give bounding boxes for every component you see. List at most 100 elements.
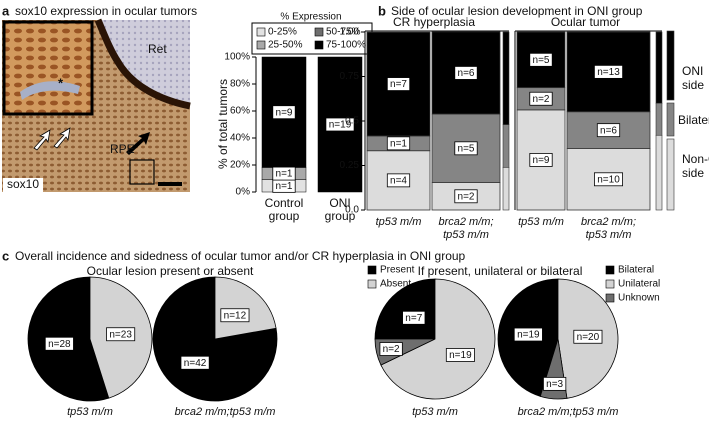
legend-label: 75-100% <box>326 40 366 51</box>
segment-label: n=28 <box>48 339 71 350</box>
legend-label: 0-25% <box>268 27 297 38</box>
segment-label: n=19 <box>449 350 472 361</box>
side-bracket <box>666 102 675 137</box>
legend-swatch <box>605 279 615 289</box>
segment-label: n=2 <box>383 344 400 355</box>
x-tick-label: brca2 m/m; <box>581 216 636 228</box>
y-tick-label: 60% <box>230 106 250 117</box>
side-bracket <box>666 138 675 211</box>
margin-segment <box>655 102 663 136</box>
legend-swatch <box>367 279 377 289</box>
label-box <box>445 348 475 362</box>
legend-swatch <box>367 265 377 275</box>
legend-label: 25-50% <box>268 40 303 51</box>
label-box <box>573 329 603 344</box>
image-label: * <box>58 75 64 90</box>
label-box <box>454 66 478 80</box>
side-legend-label: Non-ONI <box>682 152 709 166</box>
legend-swatch <box>605 293 615 303</box>
side-bracket <box>666 30 675 101</box>
segment-label: n=1 <box>276 169 293 180</box>
x-tick-label: brca2 m/m; <box>438 216 493 228</box>
side-legend-label: side <box>682 78 704 92</box>
legend-label: Unknown <box>618 293 660 304</box>
label-box <box>386 173 411 188</box>
panel-title: Overall incidence and sidedness of ocula… <box>15 249 466 263</box>
pie-slice <box>380 278 496 400</box>
label-box <box>386 77 411 91</box>
segment-label: n=20 <box>577 332 600 343</box>
legend-swatch <box>605 265 615 275</box>
segment-label: n=4 <box>390 176 407 187</box>
segment-label: n=9 <box>276 107 293 118</box>
segment-label: n=12 <box>224 310 247 321</box>
margin-segment <box>502 31 510 125</box>
legend-label: Absent <box>380 279 411 290</box>
side-legend-label: ONI <box>682 64 703 78</box>
label-box <box>402 310 426 325</box>
label-box <box>594 172 624 187</box>
legend-label: Bilateral <box>618 265 654 276</box>
margin-segment <box>655 31 663 104</box>
segment-label: n=19 <box>329 120 352 131</box>
panel-letter: a <box>2 3 10 18</box>
pie-slice <box>214 276 277 340</box>
image-label: RPE <box>110 142 135 156</box>
label-box <box>529 52 553 67</box>
label-box <box>106 327 136 342</box>
label-box <box>529 153 553 167</box>
subplot-title: If present, unilateral or bilateral <box>418 264 583 278</box>
segment-label: n=3 <box>546 379 563 390</box>
legend-title: % Expression <box>280 12 341 23</box>
mosaic-segment <box>516 31 566 89</box>
segment-label: n=7 <box>405 313 422 324</box>
segment-label: n=19 <box>517 330 540 341</box>
y-tick-label: 100% <box>224 52 250 63</box>
label-box <box>180 355 210 370</box>
label-box <box>272 105 296 120</box>
panel-title: Side of ocular lesion development in ONI… <box>391 4 643 18</box>
label-box <box>44 336 74 351</box>
x-tick-label: tp53 m/m <box>376 216 422 228</box>
margin-segment <box>502 124 510 168</box>
micrograph <box>2 18 191 192</box>
panel-letter: b <box>378 3 386 18</box>
label-box <box>325 117 355 132</box>
segment-label: n=5 <box>458 143 475 154</box>
x-tick-label: group <box>269 209 300 223</box>
subplot-title: CR hyperplasia <box>393 15 475 29</box>
image-label: sox10 <box>7 177 39 191</box>
segment-label: n=6 <box>600 125 617 136</box>
side-legend-label: side <box>682 166 704 180</box>
label-box <box>454 189 478 204</box>
pie-label: tp53 m/m <box>67 406 113 418</box>
segment-label: n=2 <box>533 94 550 105</box>
panel-letter: c <box>2 248 9 263</box>
y-tick-label: 0.0 <box>345 205 359 216</box>
label-box <box>596 123 621 138</box>
pie-label: brca2 m/m;tp53 m/m <box>518 406 619 418</box>
y-tick-label: 40% <box>230 133 250 144</box>
y-tick-label: 0.5 <box>345 116 359 127</box>
label-box <box>379 342 403 356</box>
label-box <box>594 64 624 79</box>
segment-label: n=1 <box>390 138 407 149</box>
margin-segment <box>655 134 663 211</box>
subplot-title: Ocular lesion present or absent <box>87 264 254 278</box>
label-box <box>454 141 478 156</box>
y-tick-label: 0% <box>236 187 251 198</box>
y-tick-label: 1.00 <box>340 27 360 38</box>
label-box <box>543 376 567 391</box>
legend-swatch <box>256 27 266 37</box>
segment-label: n=7 <box>390 79 407 90</box>
y-tick-label: 0.25 <box>340 160 360 171</box>
x-tick-label: Control <box>265 196 304 210</box>
x-tick-label: group <box>325 209 356 223</box>
y-tick-label: 20% <box>230 160 250 171</box>
segment-label: n=9 <box>533 155 550 166</box>
y-tick-label: 0.75 <box>340 71 360 82</box>
segment-label: n=1 <box>276 181 293 192</box>
segment-label: n=5 <box>533 55 550 66</box>
segment-label: n=6 <box>458 68 475 79</box>
